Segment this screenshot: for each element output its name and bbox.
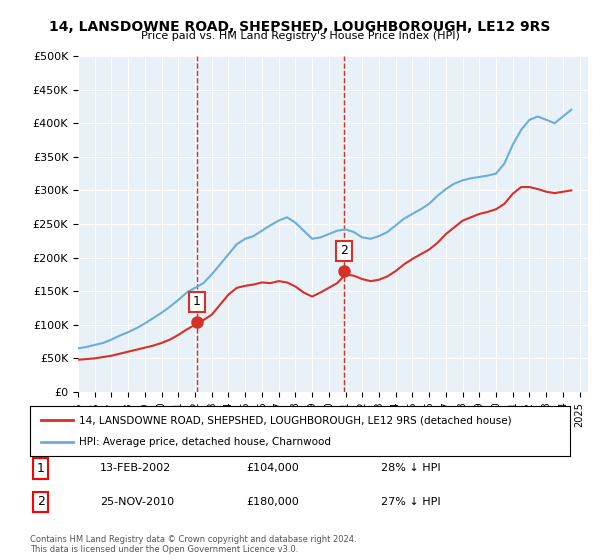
Text: 1: 1 bbox=[37, 462, 45, 475]
Text: 1: 1 bbox=[193, 296, 201, 309]
Text: £104,000: £104,000 bbox=[246, 463, 299, 473]
Text: HPI: Average price, detached house, Charnwood: HPI: Average price, detached house, Char… bbox=[79, 437, 331, 447]
Text: 14, LANSDOWNE ROAD, SHEPSHED, LOUGHBOROUGH, LE12 9RS (detached house): 14, LANSDOWNE ROAD, SHEPSHED, LOUGHBOROU… bbox=[79, 415, 511, 425]
Text: 14, LANSDOWNE ROAD, SHEPSHED, LOUGHBOROUGH, LE12 9RS: 14, LANSDOWNE ROAD, SHEPSHED, LOUGHBOROU… bbox=[49, 20, 551, 34]
Text: 13-FEB-2002: 13-FEB-2002 bbox=[100, 463, 172, 473]
Text: 27% ↓ HPI: 27% ↓ HPI bbox=[381, 497, 440, 507]
Text: 28% ↓ HPI: 28% ↓ HPI bbox=[381, 463, 440, 473]
Text: 2: 2 bbox=[340, 244, 348, 258]
Text: £180,000: £180,000 bbox=[246, 497, 299, 507]
Text: 2: 2 bbox=[37, 496, 45, 508]
Text: 25-NOV-2010: 25-NOV-2010 bbox=[100, 497, 175, 507]
Text: Price paid vs. HM Land Registry's House Price Index (HPI): Price paid vs. HM Land Registry's House … bbox=[140, 31, 460, 41]
Text: Contains HM Land Registry data © Crown copyright and database right 2024.
This d: Contains HM Land Registry data © Crown c… bbox=[30, 535, 356, 554]
